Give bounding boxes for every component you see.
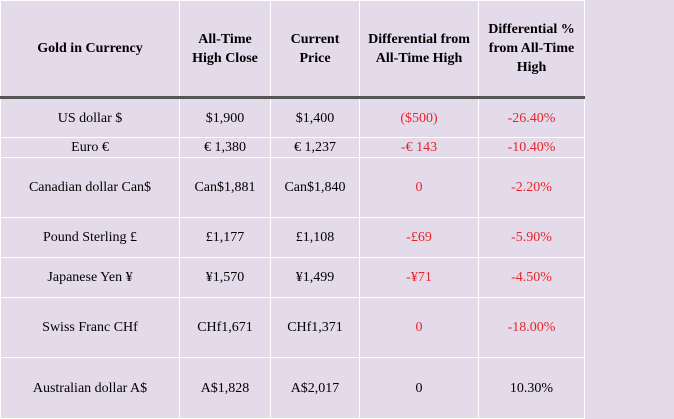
differential-cell: -€ 143 — [359, 137, 479, 158]
current-price-cell: A$2,017 — [270, 357, 360, 419]
table-row: Australian dollar A$ A$1,828 A$2,017 0 1… — [0, 357, 674, 419]
ath-cell: Can$1,881 — [179, 157, 271, 218]
table-row: Canadian dollar Can$ Can$1,881 Can$1,840… — [0, 157, 674, 218]
currency-cell: Pound Sterling £ — [0, 217, 180, 258]
differential-percent-cell: -5.90% — [478, 217, 585, 258]
current-price-cell: £1,108 — [270, 217, 360, 258]
header-differential: Differential from All-Time High — [359, 0, 479, 99]
differential-cell: -¥71 — [359, 257, 479, 298]
differential-cell: 0 — [359, 157, 479, 218]
differential-cell: ($500) — [359, 97, 479, 138]
currency-cell: Canadian dollar Can$ — [0, 157, 180, 218]
differential-percent-cell: -18.00% — [478, 297, 585, 358]
currency-cell: Japanese Yen ¥ — [0, 257, 180, 298]
differential-cell: -£69 — [359, 217, 479, 258]
ath-cell: CHf1,671 — [179, 297, 271, 358]
ath-cell: $1,900 — [179, 97, 271, 138]
table-row: Swiss Franc CHf CHf1,671 CHf1,371 0 -18.… — [0, 297, 674, 358]
differential-cell: 0 — [359, 357, 479, 419]
differential-percent-cell: -4.50% — [478, 257, 585, 298]
current-price-cell: € 1,237 — [270, 137, 360, 158]
differential-cell: 0 — [359, 297, 479, 358]
table-row: US dollar $ $1,900 $1,400 ($500) -26.40% — [0, 97, 674, 138]
currency-cell: Swiss Franc CHf — [0, 297, 180, 358]
currency-cell: Euro € — [0, 137, 180, 158]
current-price-cell: $1,400 — [270, 97, 360, 138]
current-price-cell: CHf1,371 — [270, 297, 360, 358]
header-all-time-high-close: All-Time High Close — [179, 0, 271, 99]
table-row: Pound Sterling £ £1,177 £1,108 -£69 -5.9… — [0, 217, 674, 258]
differential-percent-cell: 10.30% — [478, 357, 585, 419]
header-gold-in-currency: Gold in Currency — [0, 0, 180, 99]
table-row: Japanese Yen ¥ ¥1,570 ¥1,499 -¥71 -4.50% — [0, 257, 674, 298]
current-price-cell: ¥1,499 — [270, 257, 360, 298]
currency-cell: US dollar $ — [0, 97, 180, 138]
differential-percent-cell: -26.40% — [478, 97, 585, 138]
header-current-price: Current Price — [270, 0, 360, 99]
table-row: Euro € € 1,380 € 1,237 -€ 143 -10.40% — [0, 137, 674, 158]
table-header-row: Gold in Currency All-Time High Close Cur… — [0, 0, 674, 99]
ath-cell: ¥1,570 — [179, 257, 271, 298]
ath-cell: € 1,380 — [179, 137, 271, 158]
differential-percent-cell: -10.40% — [478, 137, 585, 158]
current-price-cell: Can$1,840 — [270, 157, 360, 218]
ath-cell: A$1,828 — [179, 357, 271, 419]
differential-percent-cell: -2.20% — [478, 157, 585, 218]
header-differential-percent: Differential % from All-Time High — [478, 0, 585, 99]
currency-cell: Australian dollar A$ — [0, 357, 180, 419]
ath-cell: £1,177 — [179, 217, 271, 258]
